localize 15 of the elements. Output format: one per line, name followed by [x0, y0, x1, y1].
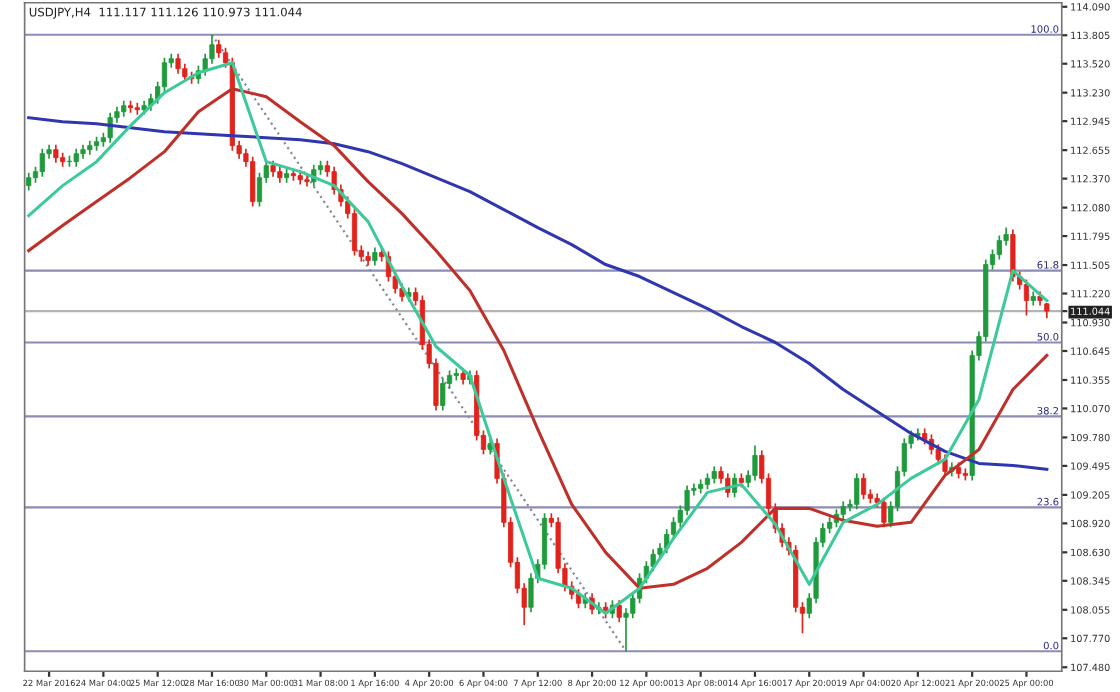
candlestick: [107, 111, 113, 144]
candlestick: [881, 496, 887, 529]
candlestick: [39, 147, 45, 178]
candlestick: [222, 46, 229, 69]
candlestick: [453, 367, 459, 382]
candlestick: [752, 444, 758, 482]
candlestick: [175, 52, 181, 75]
candlestick: [134, 101, 140, 116]
candlestick: [250, 155, 256, 208]
candlestick: [616, 599, 622, 624]
candlestick: [440, 377, 446, 412]
candlestick: [256, 171, 263, 208]
candlestick: [854, 472, 860, 511]
candlestick: [860, 472, 867, 501]
candlestick: [1023, 278, 1030, 317]
